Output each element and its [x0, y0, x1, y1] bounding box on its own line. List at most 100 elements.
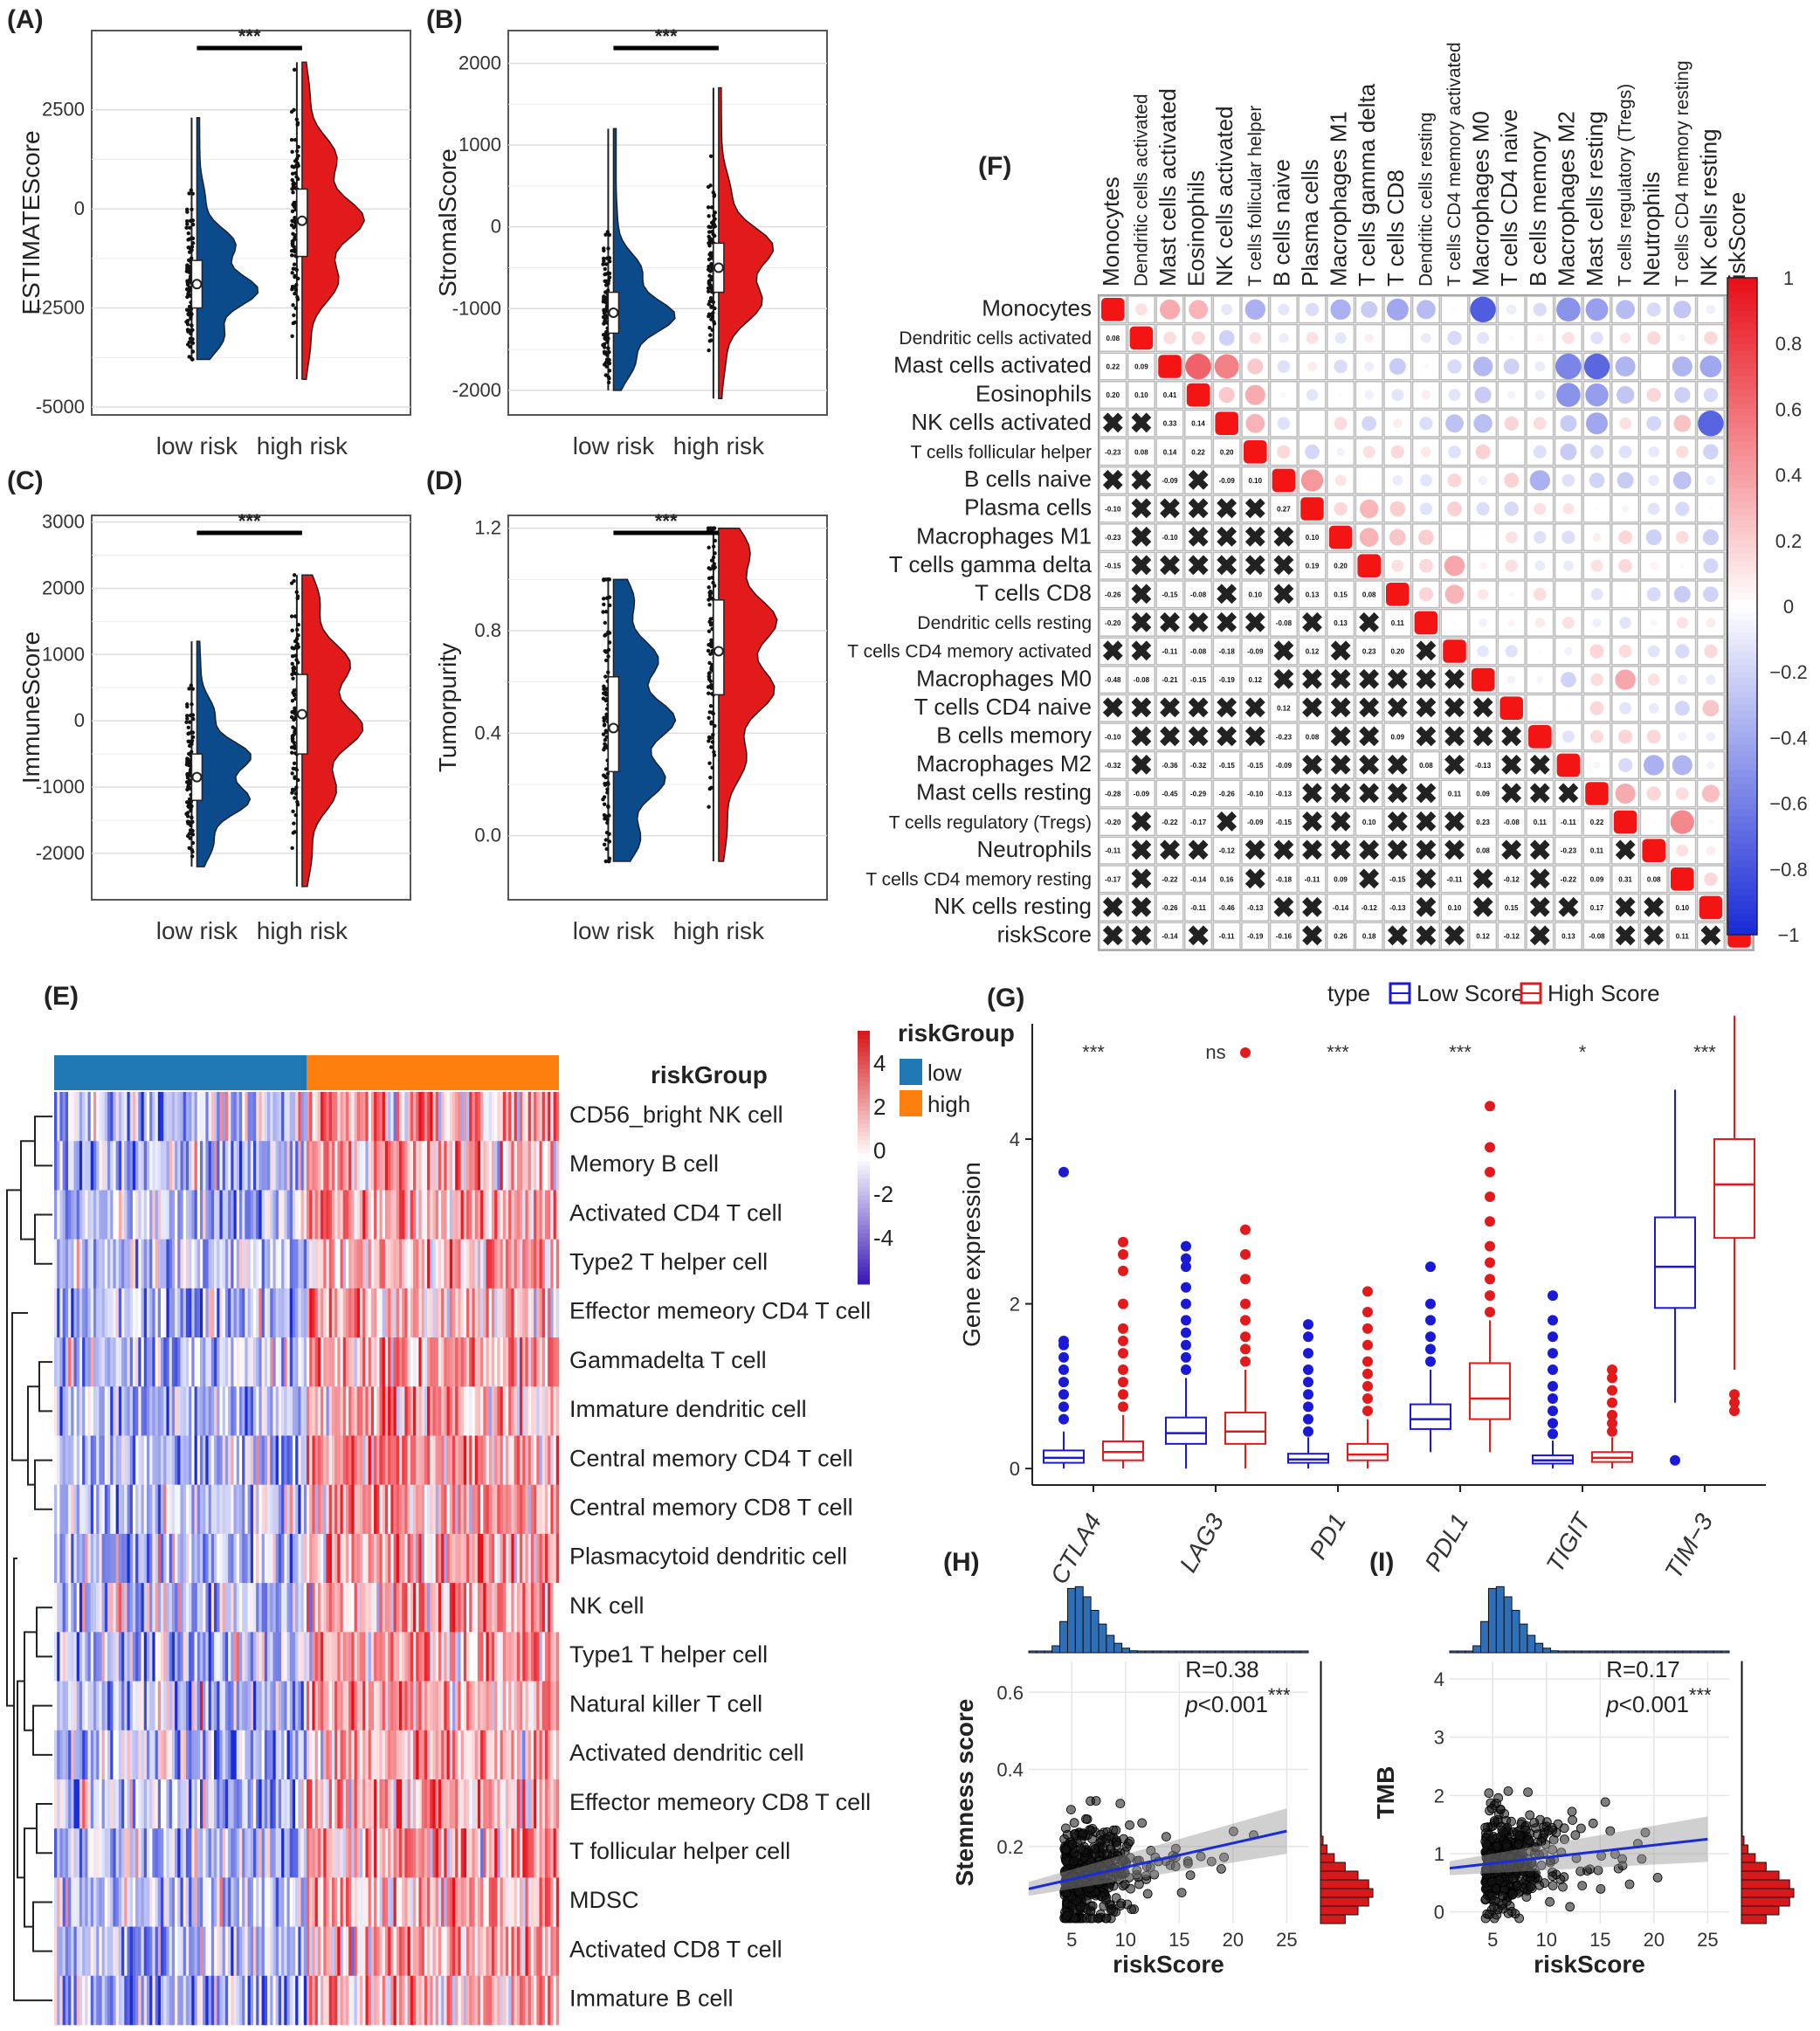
heatmap-cell	[424, 1435, 428, 1485]
heatmap-cell	[264, 1828, 268, 1878]
heatmap-cell	[171, 1975, 176, 2026]
heatmap-cell	[110, 1533, 114, 1584]
heatmap-cell	[525, 1779, 528, 1829]
heatmap-cell	[427, 1092, 431, 1142]
heatmap-cell	[413, 1484, 417, 1535]
heatmap-cell	[449, 1730, 453, 1780]
heatmap-cell	[309, 1779, 313, 1829]
heatmap-cell	[65, 1092, 69, 1142]
jitter-point	[187, 687, 191, 691]
heatmap-cell	[472, 1239, 475, 1289]
correlation-value: -0.09	[1162, 477, 1178, 485]
correlation-circle	[1421, 446, 1431, 458]
jitter-point	[607, 369, 612, 373]
heatmap-cell	[203, 1533, 206, 1584]
matrix-cell	[1554, 409, 1582, 438]
heatmap-cell	[228, 1484, 231, 1535]
heatmap-cell	[421, 1730, 425, 1780]
heatmap-cell	[404, 1828, 408, 1878]
colorbar-step	[858, 1149, 870, 1154]
matrix-cell	[1241, 295, 1270, 324]
heatmap-cell	[278, 1190, 282, 1240]
heatmap-cell	[402, 1877, 405, 1927]
heatmap-cell	[441, 1975, 445, 2026]
heatmap-cell	[328, 1141, 333, 1191]
heatmap-cell	[427, 1926, 431, 1977]
heatmap-cell	[390, 1828, 394, 1878]
heatmap-cell	[497, 1092, 500, 1142]
heatmap-cell	[527, 1239, 532, 1289]
heatmap-cell	[57, 1730, 60, 1780]
correlation-circle	[1419, 558, 1433, 573]
correlation-circle	[1364, 362, 1375, 371]
heatmap-cell	[351, 1435, 355, 1485]
heatmap-cell	[402, 1435, 405, 1485]
correlation-circle	[1556, 297, 1581, 322]
heatmap-cell	[544, 1730, 548, 1780]
heatmap-cell	[555, 1484, 560, 1535]
heatmap-cell	[354, 1288, 358, 1338]
heatmap-cell	[238, 1779, 243, 1829]
heatmap-cell	[183, 1583, 187, 1633]
matrix-cell	[1155, 494, 1184, 523]
heatmap-cell	[514, 1190, 518, 1240]
heatmap-cell	[281, 1730, 285, 1780]
heatmap-cell	[455, 1779, 458, 1829]
heatmap-cell	[124, 1730, 128, 1780]
heatmap-cell	[497, 1828, 500, 1878]
heatmap-cell	[189, 1533, 192, 1584]
panel-letter-a: (A)	[7, 5, 44, 34]
heatmap-cell	[233, 1730, 238, 1780]
heatmap-cell	[146, 1681, 150, 1731]
matrix-cell	[1611, 295, 1640, 324]
heatmap-cell	[458, 1190, 461, 1240]
heatmap-cell	[245, 1337, 248, 1387]
heatmap-cell	[278, 1484, 282, 1535]
heatmap-cell	[351, 1386, 355, 1436]
heatmap-cell	[281, 1435, 285, 1485]
jitter-point	[707, 598, 711, 602]
heatmap-cell	[449, 1141, 453, 1191]
heatmap-cell	[242, 1288, 245, 1338]
heatmap-cell	[396, 1288, 400, 1338]
heatmap-cell	[469, 1337, 472, 1387]
heatmap-cell	[152, 1435, 155, 1485]
jitter-point	[190, 349, 196, 354]
heatmap-cell	[534, 1632, 537, 1682]
heatmap-cell	[356, 1926, 361, 1977]
heatmap-row-label: Gammadelta T cell	[569, 1347, 767, 1373]
heatmap-cell	[502, 1632, 507, 1682]
heatmap-cell	[520, 1435, 523, 1485]
correlation-circle	[1703, 388, 1718, 403]
heatmap-cell	[161, 1190, 164, 1240]
heatmap-cell	[93, 1779, 97, 1829]
heatmap-cell	[233, 1681, 238, 1731]
heatmap-cell	[272, 1337, 276, 1387]
heatmap-cell	[261, 1141, 265, 1191]
heatmap-cell	[118, 1926, 122, 1977]
heatmap-cell	[424, 1926, 428, 1977]
heatmap-cell	[488, 1435, 493, 1485]
heatmap-cell	[309, 1877, 313, 1927]
heatmap-cell	[278, 1386, 282, 1436]
heatmap-cell	[460, 1926, 465, 1977]
heatmap-cell	[189, 1975, 192, 2026]
heatmap-cell	[486, 1337, 490, 1387]
heatmap-cell	[250, 1484, 254, 1535]
heatmap-cell	[520, 1681, 523, 1731]
heatmap-cell	[527, 1681, 532, 1731]
heatmap-cell	[314, 1386, 319, 1436]
heatmap-cell	[191, 1828, 195, 1878]
heatmap-cell	[132, 1190, 136, 1240]
heatmap-cell	[356, 1337, 361, 1387]
heatmap-cell	[530, 1386, 534, 1436]
heatmap-cell	[214, 1386, 217, 1436]
heatmap-cell	[82, 1092, 86, 1142]
jitter-point	[184, 225, 189, 231]
heatmap-cell	[292, 1730, 296, 1780]
heatmap-cell	[177, 1779, 181, 1829]
heatmap-cell	[264, 1877, 268, 1927]
heatmap-cell	[345, 1386, 349, 1436]
heatmap-cell	[520, 1337, 523, 1387]
heatmap-cell	[96, 1386, 100, 1436]
